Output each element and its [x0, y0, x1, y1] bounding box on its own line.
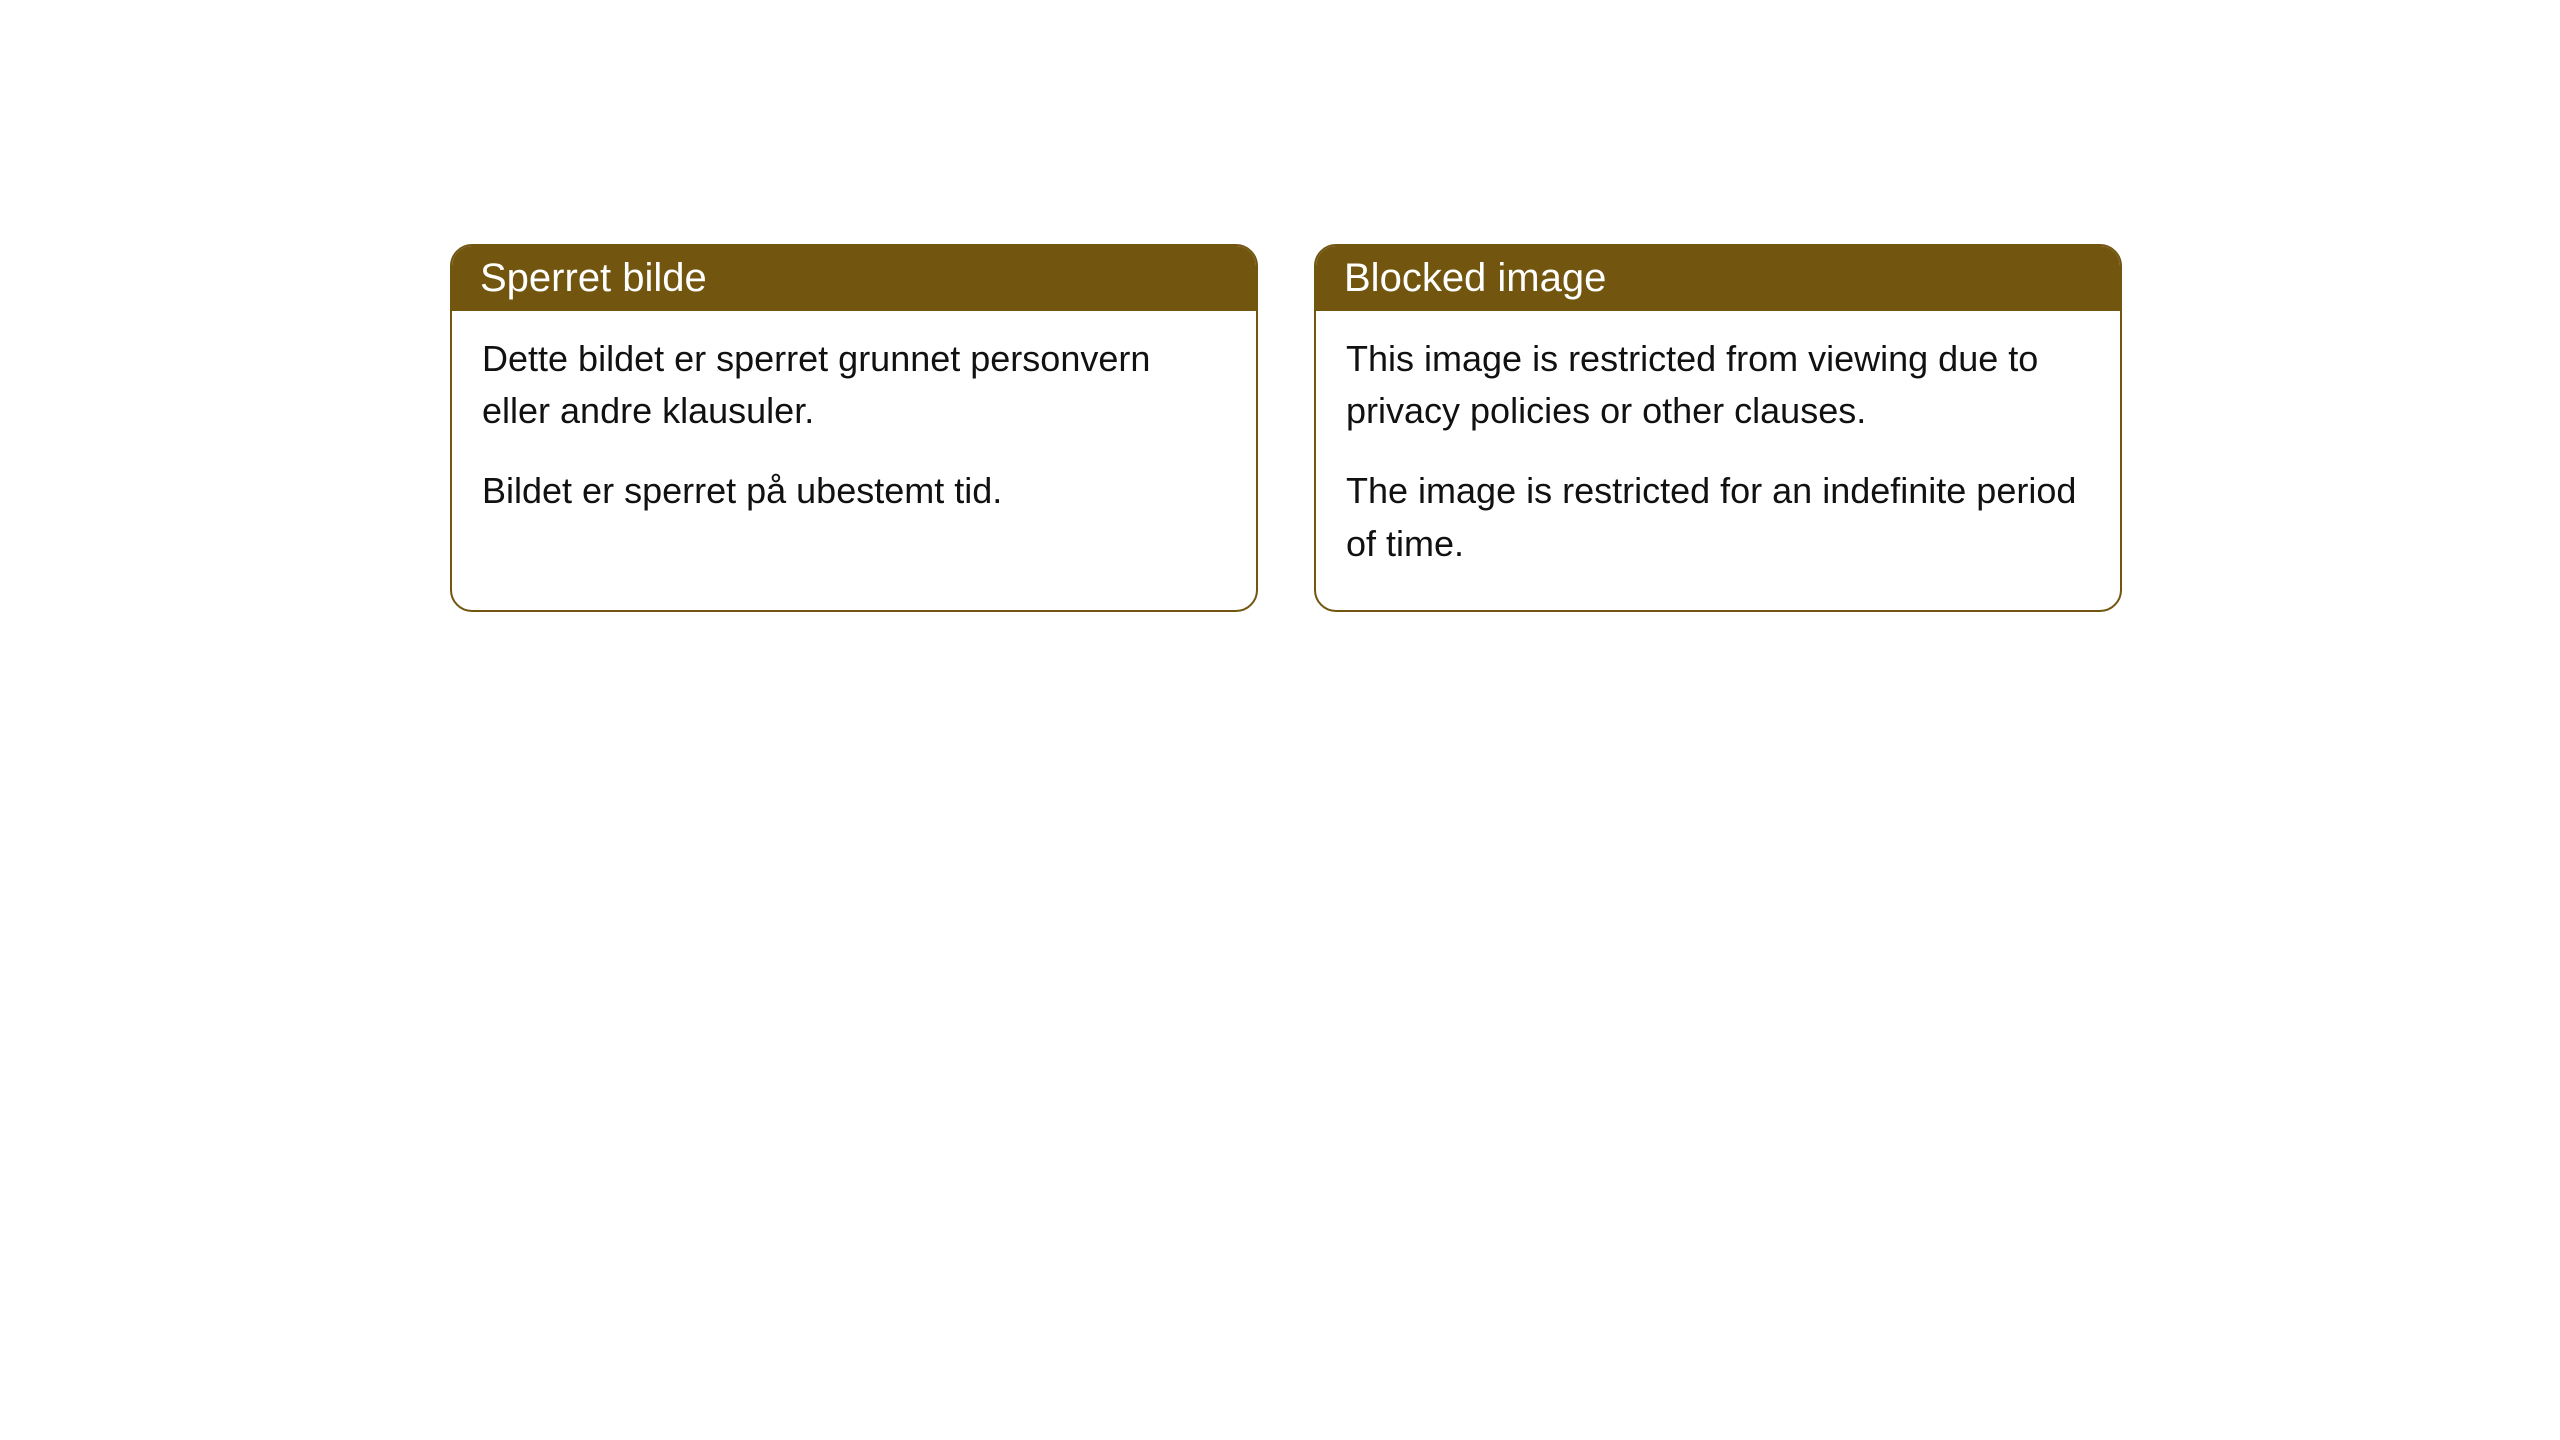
card-header: Sperret bilde: [452, 246, 1256, 311]
card-header: Blocked image: [1316, 246, 2120, 311]
card-title: Sperret bilde: [480, 256, 707, 300]
card-paragraph: Bildet er sperret på ubestemt tid.: [482, 465, 1226, 517]
card-paragraph: The image is restricted for an indefinit…: [1346, 465, 2090, 569]
card-body: Dette bildet er sperret grunnet personve…: [452, 311, 1256, 558]
card-title: Blocked image: [1344, 256, 1606, 300]
notice-cards-container: Sperret bilde Dette bildet er sperret gr…: [450, 244, 2122, 612]
card-paragraph: This image is restricted from viewing du…: [1346, 333, 2090, 437]
notice-card-norwegian: Sperret bilde Dette bildet er sperret gr…: [450, 244, 1258, 612]
notice-card-english: Blocked image This image is restricted f…: [1314, 244, 2122, 612]
card-paragraph: Dette bildet er sperret grunnet personve…: [482, 333, 1226, 437]
card-body: This image is restricted from viewing du…: [1316, 311, 2120, 610]
